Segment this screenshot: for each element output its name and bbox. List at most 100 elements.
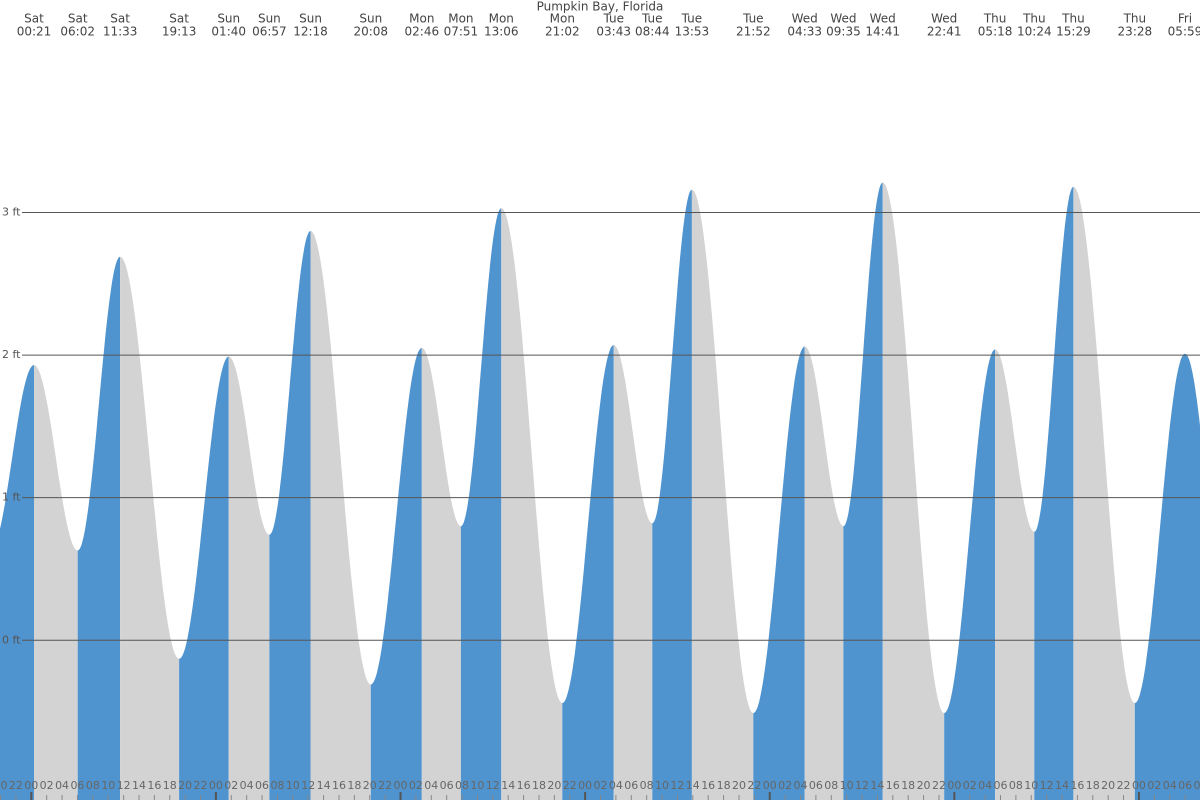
hour-label: 18 bbox=[717, 779, 731, 792]
hour-label: 00 bbox=[578, 779, 592, 792]
hour-label: 10 bbox=[1024, 779, 1038, 792]
tide-area bbox=[944, 349, 996, 800]
tide-area bbox=[501, 208, 563, 800]
hour-label: 08 bbox=[270, 779, 284, 792]
event-day: Thu bbox=[983, 12, 1007, 26]
hour-label: 00 bbox=[394, 779, 408, 792]
event-time: 19:13 bbox=[162, 25, 197, 39]
hour-label: 16 bbox=[701, 779, 715, 792]
event-day: Sun bbox=[258, 12, 281, 26]
hour-label: 06 bbox=[993, 779, 1007, 792]
event-time: 13:53 bbox=[675, 25, 710, 39]
event-time: 03:43 bbox=[596, 25, 631, 39]
event-time: 20:08 bbox=[353, 25, 388, 39]
event-day: Mon bbox=[550, 12, 575, 26]
hour-label: 00 bbox=[209, 779, 223, 792]
hour-label: 16 bbox=[332, 779, 346, 792]
tide-area bbox=[1185, 353, 1200, 800]
event-time: 12:18 bbox=[293, 25, 328, 39]
hour-label: 06 bbox=[809, 779, 823, 792]
tide-area bbox=[843, 182, 883, 800]
tide-area bbox=[370, 348, 422, 800]
hour-label: 10 bbox=[101, 779, 115, 792]
hour-label: 12 bbox=[1040, 779, 1054, 792]
hour-label: 20 bbox=[363, 779, 377, 792]
event-time: 10:24 bbox=[1017, 25, 1052, 39]
event-time: 22:41 bbox=[927, 25, 962, 39]
y-tick-label: 2 ft bbox=[2, 348, 21, 361]
hour-label: 22 bbox=[563, 779, 577, 792]
hour-label: 04 bbox=[424, 779, 438, 792]
event-day: Mon bbox=[489, 12, 514, 26]
hour-label: 00 bbox=[1132, 779, 1146, 792]
hour-label: 04 bbox=[1163, 779, 1177, 792]
hour-label: 14 bbox=[870, 779, 884, 792]
event-time: 21:02 bbox=[545, 25, 580, 39]
hour-label: 08 bbox=[824, 779, 838, 792]
hour-label: 18 bbox=[1086, 779, 1100, 792]
hour-label: 20 bbox=[917, 779, 931, 792]
hour-label: 20 bbox=[547, 779, 561, 792]
hour-label: 16 bbox=[1070, 779, 1084, 792]
tide-area bbox=[753, 346, 805, 800]
hour-label: 08 bbox=[455, 779, 469, 792]
event-time: 05:18 bbox=[978, 25, 1013, 39]
hour-label: 06 bbox=[1178, 779, 1192, 792]
tide-area bbox=[1073, 186, 1135, 800]
hour-label: 02 bbox=[409, 779, 423, 792]
hour-label: 22 bbox=[1117, 779, 1131, 792]
hour-label: 06 bbox=[70, 779, 84, 792]
event-time: 13:06 bbox=[484, 25, 519, 39]
event-day: Sat bbox=[24, 12, 44, 26]
tide-area bbox=[995, 349, 1035, 800]
event-day: Sun bbox=[299, 12, 322, 26]
hour-label: 06 bbox=[440, 779, 454, 792]
tide-area bbox=[269, 231, 311, 800]
event-day: Sat bbox=[169, 12, 189, 26]
hour-label: 02 bbox=[963, 779, 977, 792]
event-day: Tue bbox=[742, 12, 764, 26]
hour-label: 04 bbox=[240, 779, 254, 792]
hour-label: 18 bbox=[532, 779, 546, 792]
event-time: 07:51 bbox=[444, 25, 479, 39]
event-time: 02:46 bbox=[405, 25, 440, 39]
hour-label: 00 bbox=[24, 779, 38, 792]
hour-label: 16 bbox=[147, 779, 161, 792]
hour-label: 16 bbox=[886, 779, 900, 792]
hour-label: 06 bbox=[624, 779, 638, 792]
event-day: Fri bbox=[1178, 12, 1192, 26]
hour-label: 12 bbox=[117, 779, 131, 792]
hour-label: 14 bbox=[1055, 779, 1069, 792]
event-time: 00:21 bbox=[17, 25, 52, 39]
tide-area bbox=[421, 348, 461, 800]
event-time: 08:44 bbox=[635, 25, 670, 39]
hour-label: 20 bbox=[178, 779, 192, 792]
y-tick-label: 1 ft bbox=[2, 491, 21, 504]
hour-label: 12 bbox=[486, 779, 500, 792]
chart-title: Pumpkin Bay, Florida bbox=[537, 0, 664, 14]
hour-label: 14 bbox=[317, 779, 331, 792]
event-day: Tue bbox=[602, 12, 624, 26]
event-day: Thu bbox=[1123, 12, 1147, 26]
event-time: 06:57 bbox=[252, 25, 287, 39]
tide-area bbox=[77, 256, 121, 800]
event-day: Mon bbox=[448, 12, 473, 26]
hour-label: 00 bbox=[763, 779, 777, 792]
event-time: 11:33 bbox=[103, 25, 138, 39]
event-time: 21:52 bbox=[736, 25, 771, 39]
event-day: Sat bbox=[68, 12, 88, 26]
tide-area bbox=[310, 231, 371, 800]
tide-area bbox=[1034, 186, 1074, 800]
event-day: Wed bbox=[870, 12, 896, 26]
event-time: 15:29 bbox=[1056, 25, 1091, 39]
hour-label: 02 bbox=[778, 779, 792, 792]
tide-area bbox=[1134, 353, 1185, 800]
hour-label: 02 bbox=[1147, 779, 1161, 792]
tide-area bbox=[613, 345, 653, 800]
hour-label: 20 bbox=[0, 779, 8, 792]
event-time: 14:41 bbox=[865, 25, 900, 39]
hour-label: 04 bbox=[609, 779, 623, 792]
hour-label: 04 bbox=[794, 779, 808, 792]
hour-label: 08 bbox=[1193, 779, 1200, 792]
